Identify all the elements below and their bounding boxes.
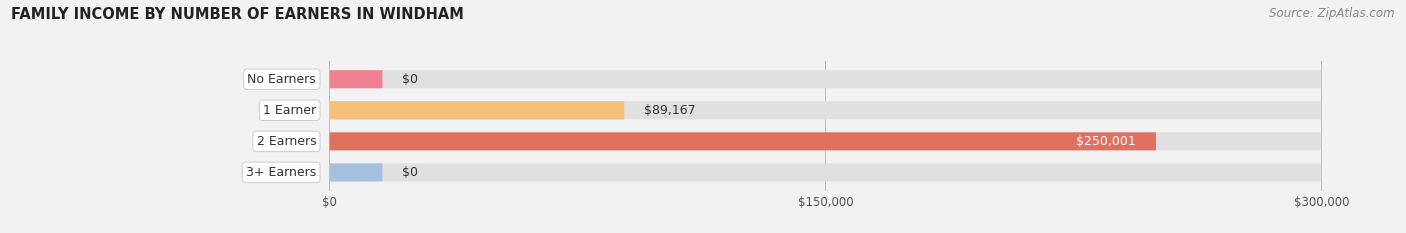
Text: $0: $0 xyxy=(402,73,418,86)
Text: Source: ZipAtlas.com: Source: ZipAtlas.com xyxy=(1270,7,1395,20)
FancyBboxPatch shape xyxy=(329,70,1322,88)
FancyBboxPatch shape xyxy=(329,101,624,119)
Text: 2 Earners: 2 Earners xyxy=(257,135,316,148)
FancyBboxPatch shape xyxy=(329,132,1156,150)
Text: FAMILY INCOME BY NUMBER OF EARNERS IN WINDHAM: FAMILY INCOME BY NUMBER OF EARNERS IN WI… xyxy=(11,7,464,22)
Text: 3+ Earners: 3+ Earners xyxy=(246,166,316,179)
Text: $0: $0 xyxy=(402,166,418,179)
Text: $89,167: $89,167 xyxy=(644,104,696,117)
FancyBboxPatch shape xyxy=(329,163,1322,182)
FancyBboxPatch shape xyxy=(329,163,382,182)
FancyBboxPatch shape xyxy=(329,132,1322,150)
FancyBboxPatch shape xyxy=(329,70,382,88)
Text: No Earners: No Earners xyxy=(247,73,316,86)
Text: $250,001: $250,001 xyxy=(1077,135,1136,148)
FancyBboxPatch shape xyxy=(329,101,1322,119)
Text: 1 Earner: 1 Earner xyxy=(263,104,316,117)
